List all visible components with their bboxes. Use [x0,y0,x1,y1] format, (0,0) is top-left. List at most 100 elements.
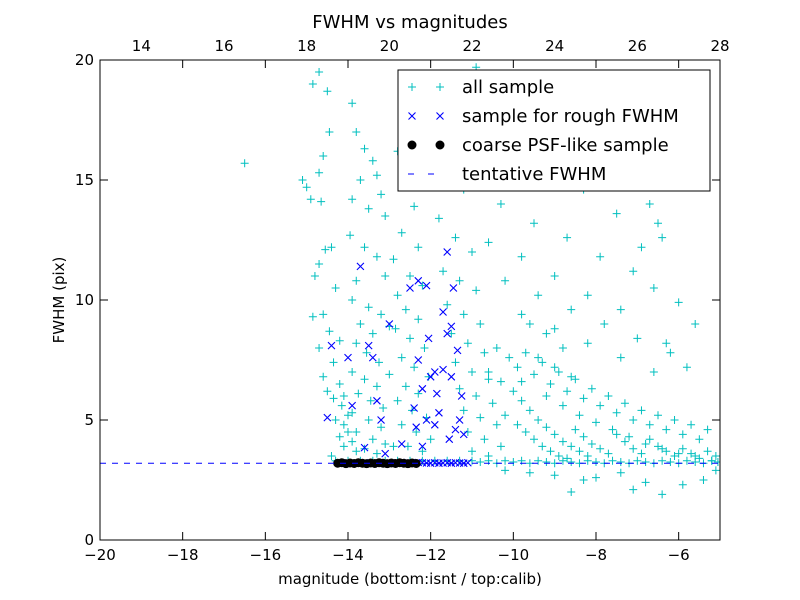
rough-fwhm-point [459,430,468,439]
all-sample-point [558,344,567,352]
all-sample-point [468,248,476,256]
all-sample-point [335,380,344,388]
all-sample-point [468,447,476,456]
all-sample-point [472,392,481,400]
all-sample-point [406,272,414,280]
all-sample-point [327,243,336,252]
rough-fwhm-point [412,423,421,432]
all-sample-point [391,324,400,333]
all-sample-point [468,368,476,376]
all-sample-point [666,348,675,357]
all-sample-point [687,449,696,458]
all-sample-point [695,435,704,444]
all-sample-point [319,152,328,160]
all-sample-point [434,214,443,223]
all-sample-point [682,363,691,372]
all-sample-point [501,466,510,475]
all-sample-point [658,490,667,499]
all-sample-point [410,363,419,372]
all-sample-point [476,413,485,422]
all-sample-point [579,432,588,441]
all-sample-point [406,334,414,343]
all-sample-point [325,128,334,136]
all-sample-point [542,423,551,432]
all-sample-point [649,368,658,376]
all-sample-point [348,99,357,108]
all-sample-point [550,272,559,280]
all-sample-point [375,358,383,367]
all-sample-point [534,416,543,424]
all-sample-point [550,471,559,480]
all-sample-point [670,416,679,424]
x2-tick-label: 20 [380,37,399,55]
all-sample-point [360,144,369,153]
all-sample-point [397,420,406,429]
all-sample-point [567,305,576,314]
all-sample-point [567,442,576,451]
rough-fwhm-point [364,341,373,350]
all-sample-point [674,298,683,307]
all-sample-point [546,447,555,456]
all-sample-point [579,476,588,484]
all-sample-point [649,284,658,292]
all-sample-point [645,200,654,208]
rough-fwhm-point [418,442,427,451]
all-sample-point [641,440,650,448]
rough-fwhm-point [385,320,394,328]
all-sample-point [325,327,334,336]
all-sample-point [315,68,324,76]
all-sample-point [658,444,667,453]
all-sample-point [368,329,377,338]
legend-marker-x [436,112,444,120]
rough-fwhm-point [360,443,369,452]
all-sample-point [348,437,357,446]
all-sample-point [484,368,493,376]
all-sample-point [538,442,547,451]
all-sample-point [583,291,592,300]
all-sample-point [521,428,530,436]
all-sample-point [310,272,319,280]
legend-marker-plus [408,83,416,91]
legend-label-tentative-fwhm: tentative FWHM [462,164,606,185]
all-sample-point [366,396,375,405]
all-sample-point [530,370,538,379]
all-sample-point [463,428,472,436]
x2-tick-label: 22 [462,37,481,55]
rough-fwhm-point [445,435,454,444]
all-sample-point [707,456,716,465]
all-sample-point [633,334,642,343]
rough-fwhm-point [451,425,460,434]
all-sample-point [308,80,317,88]
all-sample-point [389,442,398,451]
legend-marker-dot [435,140,445,150]
all-sample-point [550,324,559,333]
all-sample-point [352,276,361,285]
all-sample-point [637,406,646,415]
all-sample-point [472,286,481,295]
all-sample-point [604,392,613,400]
rough-fwhm-point [447,372,456,381]
all-sample-point [319,372,328,381]
all-sample-point [563,454,572,463]
legend: all sample sample for rough FWHM coarse … [397,69,711,192]
all-sample-point [596,252,605,261]
all-sample-point [418,447,427,456]
all-sample-point [554,368,563,376]
x-tick-label: −16 [250,546,282,564]
all-sample-point [339,420,348,429]
all-sample-point [662,425,671,434]
all-sample-point [403,442,412,451]
all-sample-point [600,320,609,328]
all-sample-point [368,156,377,165]
all-sample-point [604,449,613,458]
rough-fwhm-point [422,416,431,424]
all-sample-point [360,444,369,453]
all-sample-point [381,272,390,280]
x-tick-label: −8 [585,546,607,564]
all-sample-point [364,204,373,213]
all-sample-point [356,320,365,328]
all-sample-point [571,425,580,434]
y-tick-label: 20 [75,51,94,69]
all-sample-point [517,396,526,405]
y-axis-label: FWHM (pix) [50,257,68,344]
